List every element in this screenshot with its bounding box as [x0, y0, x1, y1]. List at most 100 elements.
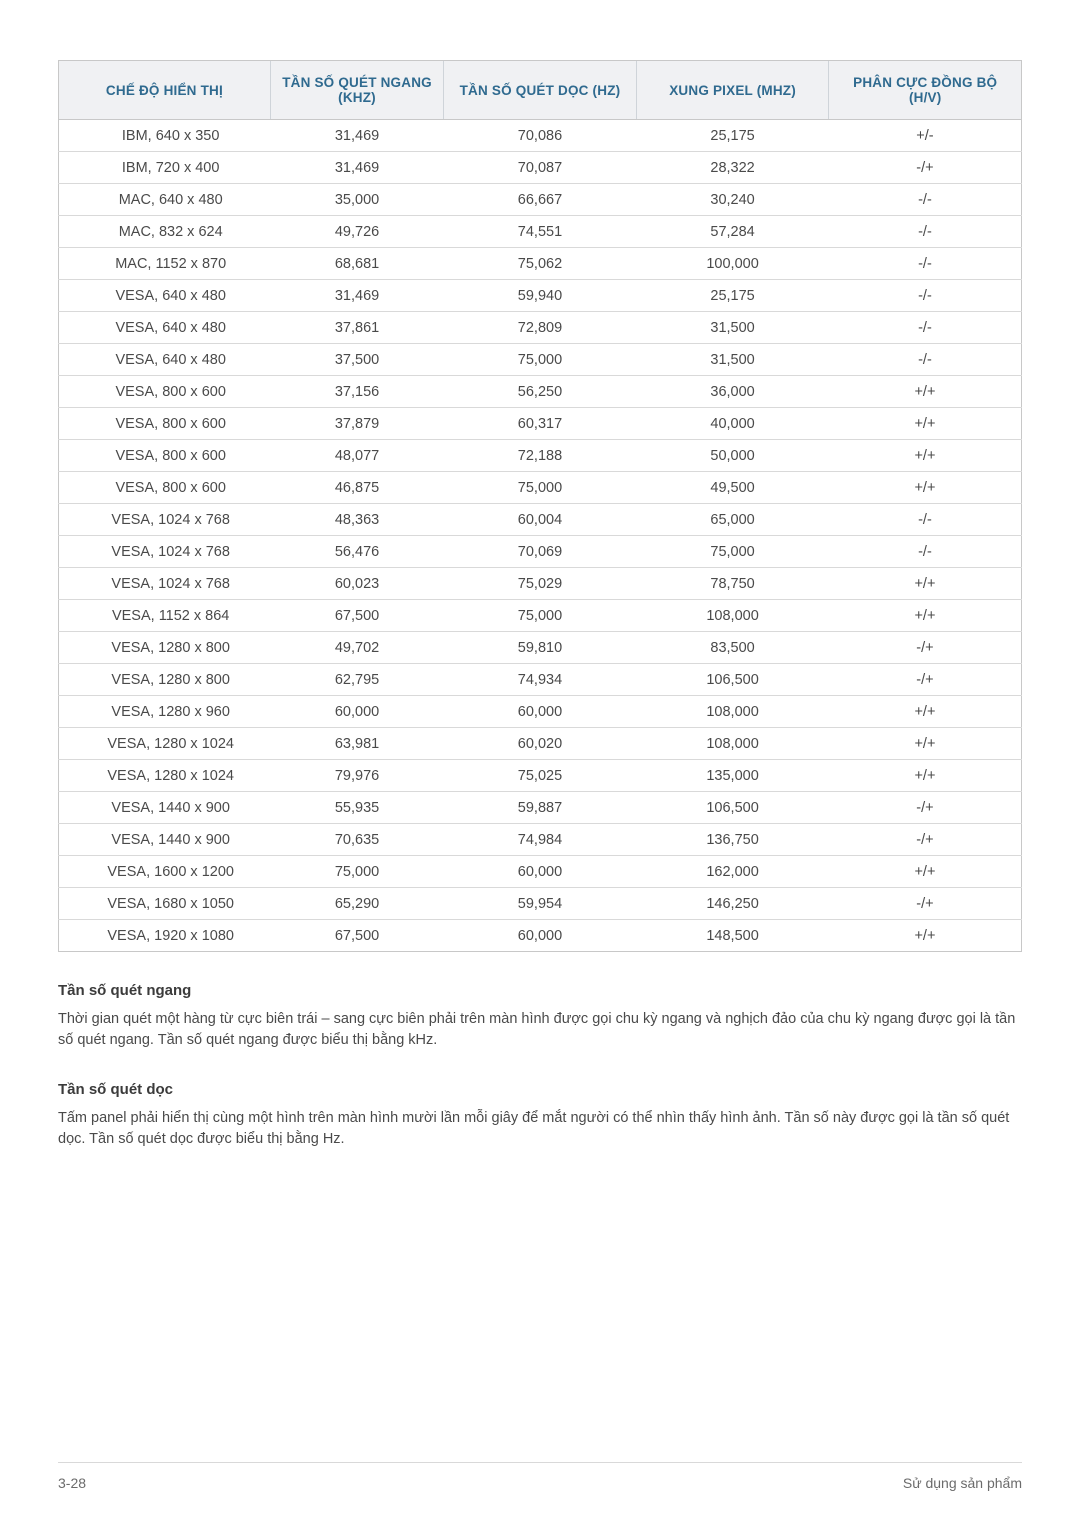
page-footer: 3-28 Sử dụng sản phẩm	[58, 1462, 1022, 1491]
table-cell: 79,976	[270, 760, 443, 792]
col-header-vfreq: TẦN SỐ QUÉT DỌC (HZ)	[444, 61, 637, 120]
table-cell: VESA, 1024 x 768	[59, 568, 271, 600]
table-cell: 75,000	[636, 536, 829, 568]
table-cell: 63,981	[270, 728, 443, 760]
table-cell: +/+	[829, 856, 1022, 888]
table-cell: 146,250	[636, 888, 829, 920]
table-cell: VESA, 800 x 600	[59, 472, 271, 504]
table-cell: 74,934	[444, 664, 637, 696]
table-row: VESA, 800 x 60048,07772,18850,000+/+	[59, 440, 1022, 472]
table-cell: 108,000	[636, 600, 829, 632]
table-cell: MAC, 640 x 480	[59, 184, 271, 216]
table-cell: +/+	[829, 568, 1022, 600]
table-cell: 60,023	[270, 568, 443, 600]
table-cell: 35,000	[270, 184, 443, 216]
table-row: VESA, 1920 x 108067,50060,000148,500+/+	[59, 920, 1022, 952]
table-cell: 25,175	[636, 120, 829, 152]
table-row: VESA, 1280 x 96060,00060,000108,000+/+	[59, 696, 1022, 728]
table-cell: 78,750	[636, 568, 829, 600]
table-cell: +/+	[829, 600, 1022, 632]
timing-table: CHẾ ĐỘ HIỂN THỊ TẦN SỐ QUÉT NGANG (KHZ) …	[58, 60, 1022, 952]
table-cell: -/-	[829, 280, 1022, 312]
table-cell: VESA, 1680 x 1050	[59, 888, 271, 920]
table-cell: 70,086	[444, 120, 637, 152]
table-cell: 59,954	[444, 888, 637, 920]
table-cell: -/+	[829, 792, 1022, 824]
table-row: VESA, 1280 x 80049,70259,81083,500-/+	[59, 632, 1022, 664]
section-body-vfreq: Tấm panel phải hiển thị cùng một hình tr…	[58, 1108, 1022, 1150]
table-cell: 60,000	[444, 920, 637, 952]
table-cell: 70,087	[444, 152, 637, 184]
table-cell: 46,875	[270, 472, 443, 504]
table-cell: 57,284	[636, 216, 829, 248]
table-cell: 136,750	[636, 824, 829, 856]
table-cell: 31,469	[270, 280, 443, 312]
table-cell: 49,726	[270, 216, 443, 248]
table-cell: 75,062	[444, 248, 637, 280]
table-cell: 75,000	[444, 472, 637, 504]
table-cell: 59,887	[444, 792, 637, 824]
table-cell: 49,702	[270, 632, 443, 664]
table-cell: IBM, 640 x 350	[59, 120, 271, 152]
table-cell: VESA, 1920 x 1080	[59, 920, 271, 952]
table-cell: -/-	[829, 536, 1022, 568]
table-cell: +/+	[829, 920, 1022, 952]
table-cell: VESA, 640 x 480	[59, 312, 271, 344]
table-cell: 75,000	[270, 856, 443, 888]
table-cell: 55,935	[270, 792, 443, 824]
table-cell: VESA, 800 x 600	[59, 376, 271, 408]
table-cell: -/-	[829, 184, 1022, 216]
table-cell: 60,020	[444, 728, 637, 760]
table-cell: 106,500	[636, 792, 829, 824]
table-row: MAC, 1152 x 87068,68175,062100,000-/-	[59, 248, 1022, 280]
table-row: VESA, 1024 x 76848,36360,00465,000-/-	[59, 504, 1022, 536]
table-cell: 37,500	[270, 344, 443, 376]
table-cell: +/+	[829, 696, 1022, 728]
table-row: VESA, 1152 x 86467,50075,000108,000+/+	[59, 600, 1022, 632]
table-cell: MAC, 832 x 624	[59, 216, 271, 248]
table-cell: 31,500	[636, 344, 829, 376]
table-cell: IBM, 720 x 400	[59, 152, 271, 184]
table-cell: 31,469	[270, 152, 443, 184]
table-row: VESA, 1024 x 76856,47670,06975,000-/-	[59, 536, 1022, 568]
table-cell: 36,000	[636, 376, 829, 408]
table-cell: VESA, 1280 x 1024	[59, 728, 271, 760]
section-title-hfreq: Tần số quét ngang	[58, 982, 1022, 999]
table-cell: VESA, 800 x 600	[59, 408, 271, 440]
table-cell: -/+	[829, 632, 1022, 664]
table-cell: 75,025	[444, 760, 637, 792]
col-header-pixel: XUNG PIXEL (MHZ)	[636, 61, 829, 120]
table-cell: 72,188	[444, 440, 637, 472]
table-cell: 50,000	[636, 440, 829, 472]
table-cell: 67,500	[270, 920, 443, 952]
table-cell: 68,681	[270, 248, 443, 280]
table-cell: 37,861	[270, 312, 443, 344]
table-cell: 37,156	[270, 376, 443, 408]
table-body: IBM, 640 x 35031,46970,08625,175+/-IBM, …	[59, 120, 1022, 952]
table-cell: 148,500	[636, 920, 829, 952]
table-cell: +/-	[829, 120, 1022, 152]
table-cell: 56,476	[270, 536, 443, 568]
table-cell: -/-	[829, 248, 1022, 280]
table-cell: 25,175	[636, 280, 829, 312]
table-row: MAC, 640 x 48035,00066,66730,240-/-	[59, 184, 1022, 216]
table-cell: VESA, 1280 x 800	[59, 632, 271, 664]
table-cell: 65,290	[270, 888, 443, 920]
table-cell: 106,500	[636, 664, 829, 696]
table-cell: +/+	[829, 408, 1022, 440]
table-cell: -/-	[829, 344, 1022, 376]
table-cell: 31,469	[270, 120, 443, 152]
table-cell: -/+	[829, 152, 1022, 184]
table-cell: 74,984	[444, 824, 637, 856]
table-cell: 67,500	[270, 600, 443, 632]
table-cell: 62,795	[270, 664, 443, 696]
table-cell: 100,000	[636, 248, 829, 280]
table-row: VESA, 1280 x 80062,79574,934106,500-/+	[59, 664, 1022, 696]
table-cell: VESA, 640 x 480	[59, 280, 271, 312]
section-body-hfreq: Thời gian quét một hàng từ cực biên trái…	[58, 1009, 1022, 1051]
table-cell: 75,029	[444, 568, 637, 600]
table-cell: 30,240	[636, 184, 829, 216]
table-cell: VESA, 1024 x 768	[59, 504, 271, 536]
table-row: VESA, 1280 x 102479,97675,025135,000+/+	[59, 760, 1022, 792]
table-cell: 59,810	[444, 632, 637, 664]
